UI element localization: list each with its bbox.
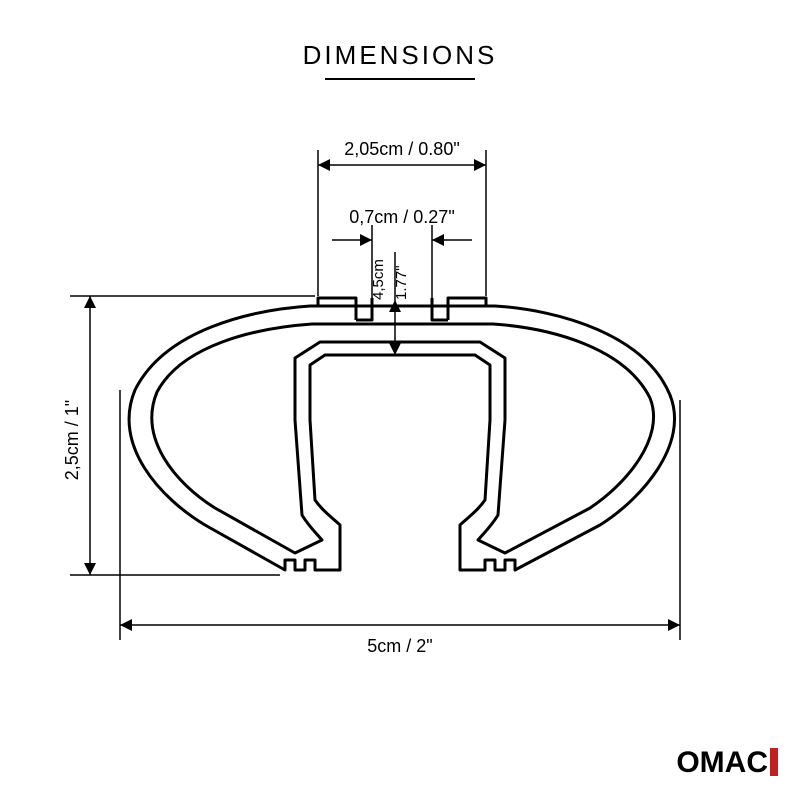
dim-bottom-label: 5cm / 2" [367, 636, 432, 656]
brand-text: OMAC [676, 746, 768, 779]
dimension-diagram: 5cm / 2" 2,5cm / 1" 2,05cm / 0.80" 0,7cm… [0, 0, 800, 800]
brand-accent [770, 748, 778, 776]
dim-top-inner-label: 0,7cm / 0.27" [349, 207, 454, 227]
dim-depth-a: 4,5cm [370, 259, 387, 300]
dim-left-label: 2,5cm / 1" [62, 400, 82, 480]
brand-logo: OMAC [676, 746, 778, 780]
dim-depth-b: 1.77" [393, 265, 410, 300]
dim-top-outer-label: 2,05cm / 0.80" [344, 139, 459, 159]
dim-left-height [70, 296, 315, 575]
profile-outline [129, 298, 675, 570]
dim-bottom-width [120, 390, 680, 640]
